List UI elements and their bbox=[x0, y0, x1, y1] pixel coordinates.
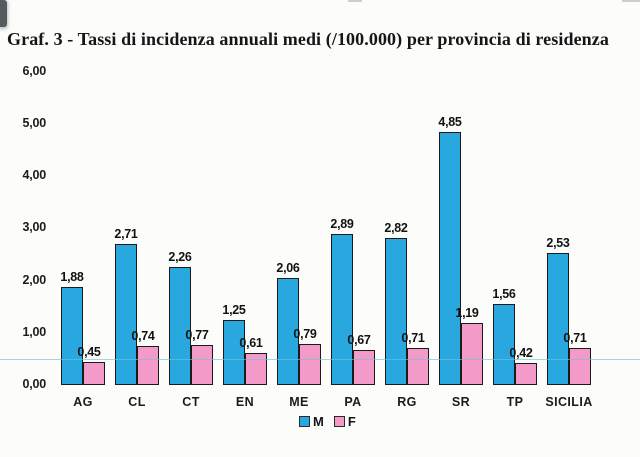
bar-f-tp bbox=[515, 363, 537, 385]
y-axis-tick-label: 4,00 bbox=[22, 168, 46, 182]
x-axis-category-label-ag: AG bbox=[73, 395, 93, 409]
bar-m-sr bbox=[439, 132, 461, 385]
bar-f-ct bbox=[191, 345, 213, 385]
bar-value-label-m-ag: 1,88 bbox=[60, 270, 84, 284]
legend-label-f: F bbox=[347, 414, 356, 429]
y-axis-tick-label: 5,00 bbox=[22, 116, 46, 130]
x-axis-category-label-rg: RG bbox=[397, 395, 417, 409]
bar-value-label-m-sicilia: 2,53 bbox=[546, 236, 570, 250]
bar-f-en bbox=[245, 353, 267, 385]
bar-value-label-f-sr: 1,19 bbox=[455, 306, 479, 320]
reference-gridline bbox=[0, 359, 640, 360]
legend-label-m: M bbox=[313, 414, 324, 429]
x-axis-category-label-sr: SR bbox=[451, 395, 471, 409]
bar-value-label-m-me: 2,06 bbox=[276, 261, 300, 275]
legend-item-m: M bbox=[299, 414, 324, 429]
x-axis-category-label-tp: TP bbox=[506, 395, 524, 409]
bar-value-label-f-rg: 0,71 bbox=[401, 331, 425, 345]
bar-value-label-f-ag: 0,45 bbox=[77, 345, 101, 359]
bar-f-ag bbox=[83, 362, 105, 385]
bar-m-me bbox=[277, 278, 299, 385]
bar-value-label-m-rg: 2,82 bbox=[384, 221, 408, 235]
y-axis-tick-label: 2,00 bbox=[22, 273, 46, 287]
bar-value-label-f-me: 0,79 bbox=[293, 327, 317, 341]
x-axis-category-label-cl: CL bbox=[128, 395, 146, 409]
bar-m-sicilia bbox=[547, 253, 569, 385]
x-axis-category-label-en: EN bbox=[235, 395, 255, 409]
scan-artifact-mark bbox=[0, 0, 7, 27]
bar-value-label-f-ct: 0,77 bbox=[185, 328, 209, 342]
bar-m-en bbox=[223, 320, 245, 385]
y-axis-tick-label: 6,00 bbox=[22, 64, 46, 78]
legend-swatch-m bbox=[299, 416, 310, 427]
bar-value-label-f-en: 0,61 bbox=[239, 336, 263, 350]
bar-m-rg bbox=[385, 238, 407, 385]
bar-m-tp bbox=[493, 304, 515, 385]
bar-value-label-f-sicilia: 0,71 bbox=[563, 331, 587, 345]
bar-f-sr bbox=[461, 323, 483, 385]
bar-f-me bbox=[299, 344, 321, 385]
y-axis-tick-label: 1,00 bbox=[22, 325, 46, 339]
x-axis-category-label-ct: CT bbox=[182, 395, 200, 409]
bar-f-cl bbox=[137, 346, 159, 385]
x-axis-category-label-sicilia: SICILIA bbox=[545, 395, 593, 409]
bar-value-label-m-ct: 2,26 bbox=[168, 250, 192, 264]
bar-m-ct bbox=[169, 267, 191, 385]
bar-m-cl bbox=[115, 244, 137, 385]
bar-m-pa bbox=[331, 234, 353, 385]
y-axis-tick-label: 0,00 bbox=[22, 377, 46, 391]
y-axis-tick-label: 3,00 bbox=[22, 220, 46, 234]
x-axis-category-label-me: ME bbox=[289, 395, 309, 409]
bar-f-rg bbox=[407, 348, 429, 385]
bar-value-label-f-cl: 0,74 bbox=[131, 329, 155, 343]
bar-value-label-m-en: 1,25 bbox=[222, 303, 246, 317]
bar-value-label-f-pa: 0,67 bbox=[347, 333, 371, 347]
legend-swatch-f bbox=[333, 416, 345, 427]
bar-f-sicilia bbox=[569, 348, 591, 385]
bar-f-pa bbox=[353, 350, 375, 385]
bar-value-label-f-tp: 0,42 bbox=[509, 346, 533, 360]
legend-item-f: F bbox=[333, 414, 356, 429]
scan-artifact-dash bbox=[622, 0, 640, 2]
chart-title: Graf. 3 - Tassi di incidenza annuali med… bbox=[7, 29, 609, 49]
bar-value-label-m-sr: 4,85 bbox=[438, 115, 462, 129]
bar-value-label-m-tp: 1,56 bbox=[492, 287, 516, 301]
bar-m-ag bbox=[61, 287, 83, 385]
x-axis-category-label-pa: PA bbox=[344, 395, 362, 409]
bar-value-label-m-cl: 2,71 bbox=[114, 227, 138, 241]
scan-artifact-dash bbox=[348, 0, 362, 2]
bar-value-label-m-pa: 2,89 bbox=[330, 217, 354, 231]
